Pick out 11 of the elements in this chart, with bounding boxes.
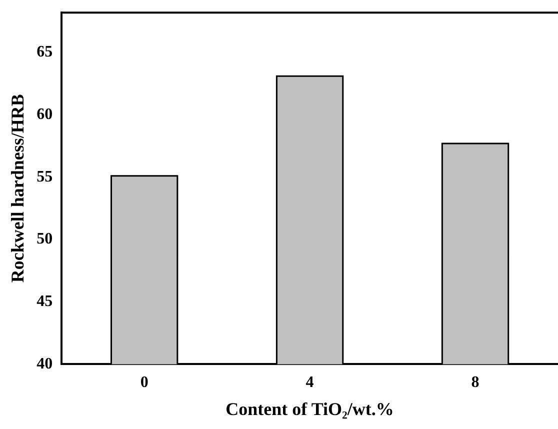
y-tick-label: 50 (36, 230, 53, 248)
y-tick-label: 55 (36, 168, 53, 186)
y-tick-label: 60 (36, 106, 53, 123)
x-axis-title: Content of TiO₂/wt.% (226, 398, 394, 419)
y-tick-label: 40 (36, 355, 53, 372)
y-tick-label: 45 (36, 293, 53, 310)
y-axis-title: Rockwell hardness/HRB (7, 94, 28, 283)
x-tick-label: 8 (471, 374, 480, 391)
x-tick-label: 0 (140, 374, 148, 391)
x-tick-label: 4 (306, 374, 314, 391)
y-tick-label: 65 (36, 44, 53, 61)
